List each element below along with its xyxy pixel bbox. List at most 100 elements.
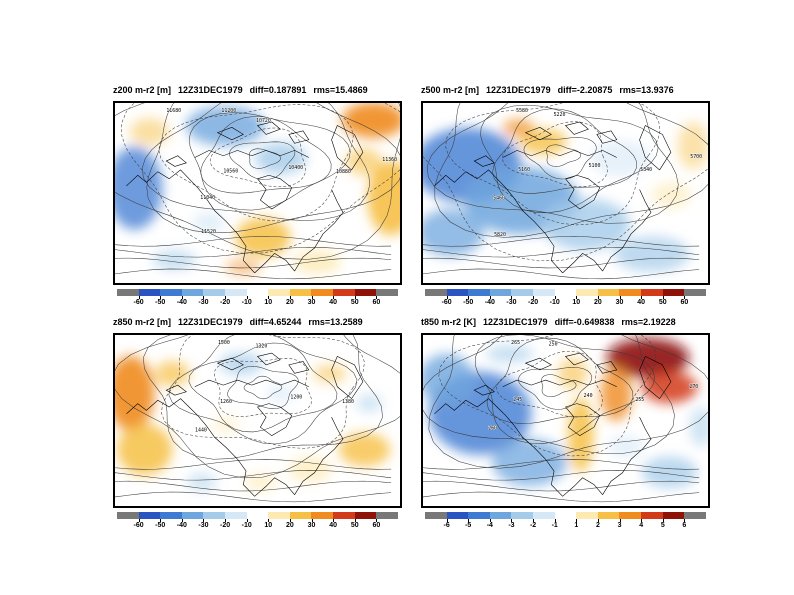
colorbar-segment (533, 512, 555, 519)
map-z850: 1200 1260 1320 1380 1440 1500 (115, 335, 400, 503)
colorbar-t850: -6 -5 -4 -3 -2 -1 1 2 3 4 5 6 (425, 512, 706, 531)
valid-time: 12Z31DEC1979 (483, 317, 548, 327)
colorbar-segment (511, 512, 534, 519)
colorbar-label: 60 (372, 299, 381, 306)
colorbar-tick (333, 519, 335, 522)
diff-stat: diff=-2.20875 (557, 85, 613, 95)
colorbar-segment (468, 512, 490, 519)
colorbar-tick (641, 519, 643, 522)
svg-text:5340: 5340 (640, 167, 652, 173)
colorbar-tick (511, 296, 513, 299)
colorbar-segment (289, 289, 312, 296)
colorbar-tick (268, 296, 270, 299)
panel-t850: t850 m-r2 [K] 12Z31DEC1979 diff=-0.649838 r… (421, 317, 710, 531)
colorbar-segment (446, 512, 469, 519)
colorbar-tick (376, 519, 378, 522)
colorbar-segment (662, 512, 685, 519)
valid-time: 12Z31DEC1979 (486, 85, 551, 95)
colorbar-segment (311, 289, 334, 296)
colorbar-segment (376, 289, 398, 296)
colorbar-tick (554, 296, 556, 299)
map-frame-z500: 5100 5160 5220 5340 5460 5580 5700 5820 (421, 101, 710, 285)
colorbar-tick (662, 296, 664, 299)
colorbar-tick (684, 296, 686, 299)
colorbar-label: -30 (506, 299, 517, 306)
colorbar-label: 40 (637, 299, 646, 306)
svg-text:5580: 5580 (516, 108, 528, 114)
colorbar-label: 10 (264, 299, 273, 306)
colorbar-segment (684, 289, 706, 296)
colorbar-segment (268, 289, 290, 296)
colorbar-tick (662, 519, 664, 522)
colorbar-label: -10 (241, 522, 252, 529)
colorbar-label: -60 (133, 522, 144, 529)
svg-text:11680: 11680 (166, 108, 181, 114)
colorbar-segment (181, 289, 204, 296)
colorbar-segment (619, 512, 642, 519)
svg-text:10880: 10880 (336, 169, 351, 175)
colorbar-tick (203, 519, 205, 522)
colorbar-segment (376, 512, 398, 519)
colorbar-segment (619, 289, 642, 296)
svg-text:10560: 10560 (223, 169, 238, 175)
colorbar-label: 10 (264, 522, 273, 529)
colorbar-label: 60 (680, 299, 689, 306)
colorbar-label: 20 (286, 299, 294, 306)
svg-text:245: 245 (513, 397, 522, 403)
valid-time: 12Z31DEC1979 (178, 317, 243, 327)
colorbar-tick (446, 519, 448, 522)
svg-text:1200: 1200 (290, 395, 302, 401)
svg-text:1500: 1500 (218, 340, 230, 346)
svg-text:11040: 11040 (200, 195, 215, 201)
colorbar-segment (354, 289, 377, 296)
colorbar-segment (246, 289, 269, 296)
colorbar-tick (533, 519, 535, 522)
colorbar-segment (576, 289, 598, 296)
colorbar-segment (425, 512, 447, 519)
map-z500: 5100 5160 5220 5340 5460 5580 5700 5820 (423, 103, 708, 280)
panel-z850: z850 m-r2 [m] 12Z31DEC1979 diff=4.65244 rms… (113, 317, 402, 531)
diff-stat: diff=4.65244 (249, 317, 302, 327)
colorbar-tick (203, 296, 205, 299)
colorbar-tick (138, 296, 140, 299)
colorbar-segment (289, 512, 312, 519)
colorbar-label: 50 (350, 522, 359, 529)
colorbar-label: 30 (615, 299, 624, 306)
svg-text:5160: 5160 (518, 167, 530, 173)
colorbar-label: -2 (529, 522, 537, 529)
panel-z200: z200 m-r2 [m] 12Z31DEC1979 diff=0.187891 rm… (113, 85, 402, 308)
svg-text:10720: 10720 (256, 118, 271, 124)
colorbar-segment (684, 512, 706, 519)
colorbar-label: 5 (660, 522, 665, 529)
colorbar-segment (181, 512, 204, 519)
panel-title-t850: t850 m-r2 [K] 12Z31DEC1979 diff=-0.649838 r… (421, 317, 710, 330)
colorbar-tick (160, 519, 162, 522)
colorbar-tick (597, 519, 599, 522)
colorbar-tick (246, 519, 248, 522)
map-t850: 240 245 250 255 260 265 270 (423, 335, 708, 503)
svg-text:240: 240 (584, 393, 593, 399)
colorbar-label: 60 (372, 522, 381, 529)
colorbar-label: 6 (682, 522, 687, 529)
colorbar-segment (117, 512, 139, 519)
colorbar-tick (533, 296, 535, 299)
svg-text:11360: 11360 (382, 157, 397, 163)
colorbar-tick (597, 296, 599, 299)
colorbar-tick (354, 296, 356, 299)
diff-stat: diff=-0.649838 (554, 317, 615, 327)
var-label: t850 m-r2 [K] (421, 317, 477, 327)
colorbar-tick (268, 519, 270, 522)
colorbar-label: -30 (198, 522, 209, 529)
colorbar-label: 4 (639, 522, 644, 529)
svg-text:1320: 1320 (255, 344, 267, 350)
colorbar-segment (468, 289, 490, 296)
svg-text:10400: 10400 (288, 165, 303, 171)
colorbar-tick (354, 519, 356, 522)
colorbar-tick (333, 296, 335, 299)
colorbar-tick (684, 519, 686, 522)
colorbar-label: 50 (350, 299, 359, 306)
colorbar-segment (203, 289, 226, 296)
map-frame-t850: 240 245 250 255 260 265 270 (421, 333, 710, 508)
colorbar-segment (160, 512, 182, 519)
